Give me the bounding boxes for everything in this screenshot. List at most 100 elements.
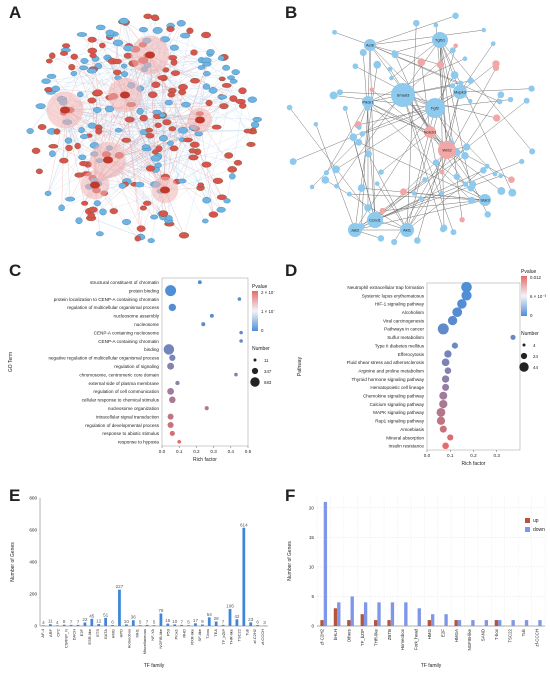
y-tick-label: 0 (34, 624, 37, 629)
bar-value-label: 227 (116, 584, 124, 589)
data-point (170, 431, 175, 436)
network-node (171, 70, 180, 75)
x-tick-label: bHLH (333, 629, 338, 640)
x-tick-label: HMG (427, 628, 432, 639)
bar-value-label: 11 (48, 619, 53, 624)
data-point (205, 406, 209, 410)
bar (90, 619, 93, 626)
network-node (178, 84, 187, 90)
network-node (169, 126, 176, 131)
bar (229, 609, 232, 626)
size-legend-dot (252, 368, 258, 374)
bar-value-label: 6 (111, 620, 114, 625)
size-legend-title: Number (252, 346, 270, 352)
network-node (190, 142, 199, 148)
data-point (438, 323, 449, 334)
bar (201, 625, 204, 626)
x-tick-label: E2F (440, 629, 445, 637)
network-node (451, 71, 459, 79)
network-node (143, 201, 151, 206)
x-tick-label: MH1 (134, 628, 139, 637)
x-tick-label: ZBTB (387, 629, 392, 640)
network-node (32, 148, 40, 154)
network-node (122, 219, 131, 225)
data-point (448, 316, 457, 325)
network-edge (370, 45, 375, 220)
legend-swatch-up (525, 518, 530, 523)
network-node (400, 188, 407, 195)
x-tick-label: TF_bZIP (221, 629, 226, 645)
network-nodes (27, 14, 262, 243)
network-node (228, 166, 237, 172)
bar (249, 622, 252, 626)
data-point (238, 297, 242, 301)
network-node (49, 151, 55, 157)
network-node (96, 128, 103, 134)
network-node (93, 90, 103, 96)
network-node (113, 70, 121, 75)
bar (215, 622, 218, 626)
network-node (65, 197, 75, 201)
network-node (52, 86, 60, 92)
network-nodes: Smad3Fgf2Mapk3Tgfb1Wnt2Notch3Pik3r1ActbC… (287, 13, 535, 246)
network-node (332, 30, 337, 35)
network-node (528, 86, 534, 92)
network-node (152, 150, 158, 155)
x-tick-label: ESR-like (87, 628, 92, 644)
bar-down (337, 602, 340, 626)
network-node (146, 166, 155, 172)
network-node (77, 32, 87, 36)
network-node (140, 115, 148, 121)
size-legend-dot (521, 353, 527, 359)
network-node (68, 64, 75, 70)
color-legend-label: 6 × 10⁻³ (530, 294, 547, 299)
x-tick-label: HPD (119, 629, 124, 638)
y-tick-label: negative regulation of multicellular org… (48, 356, 159, 361)
network-node (202, 162, 212, 168)
network-edge (370, 30, 484, 45)
bar (242, 528, 245, 626)
network-node (159, 135, 167, 141)
network-node (119, 183, 126, 188)
network-node (203, 71, 210, 76)
x-tick-label: zf-C2H2 (252, 628, 257, 643)
network-node (459, 217, 464, 222)
network-node (49, 53, 55, 59)
legend-swatch-down (525, 527, 530, 532)
network-node (88, 207, 97, 213)
bar-down (351, 596, 354, 626)
data-point (440, 426, 447, 433)
data-point (198, 280, 202, 284)
x-tick-label: HMG (111, 629, 116, 638)
bar-up (361, 614, 364, 626)
network-node (139, 27, 147, 32)
network-node (183, 138, 192, 142)
x-axis-label: TF family (144, 663, 165, 669)
network-node (373, 61, 381, 69)
network-node-label: Actb (366, 43, 375, 48)
bar-up (428, 620, 431, 626)
data-point (442, 443, 449, 450)
network-node (224, 199, 231, 204)
network-node (497, 99, 502, 104)
size-legend-dot (254, 359, 257, 362)
bar-down (377, 602, 380, 626)
network-node (343, 106, 348, 111)
bar (194, 623, 197, 626)
network-node (392, 51, 399, 58)
bar-value-label: 7 (70, 619, 73, 624)
network-edge (290, 108, 375, 220)
x-tick-label: 0.0 (159, 449, 166, 454)
x-tick-label: TSC22 (507, 628, 512, 642)
y-tick-label: MAPK signaling pathway (373, 410, 425, 415)
network-node (151, 155, 161, 161)
network-node (190, 78, 200, 83)
bar-value-label: 9 (201, 619, 204, 624)
network-node (450, 47, 456, 53)
x-tick-label: Homeobox (400, 628, 405, 650)
bar-value-label: 3 (263, 620, 266, 625)
network-node (81, 58, 89, 63)
network-node (247, 142, 256, 147)
network-node (207, 49, 215, 54)
